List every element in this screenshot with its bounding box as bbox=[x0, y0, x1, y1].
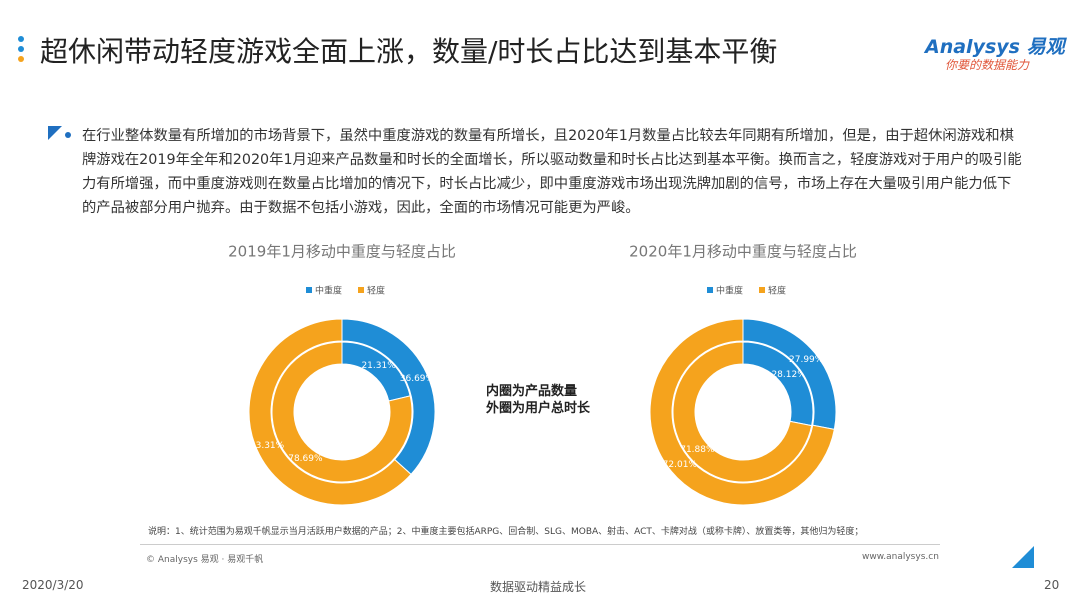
annotation: 内圈为产品数量 外圈为用户总时长 bbox=[486, 383, 590, 417]
note: 说明：1、统计范围为易观千帆显示当月活跃用户数据的产品；2、中重度主要包括ARP… bbox=[148, 527, 864, 537]
annotation-line: 外圈为用户总时长 bbox=[486, 401, 591, 416]
copyright: © Analysys 易观 · 易观千帆 bbox=[146, 555, 264, 565]
legend-label: 中重度 bbox=[716, 285, 743, 297]
donut-segment bbox=[649, 318, 835, 506]
annotation-line: 内圈为产品数量 bbox=[486, 384, 578, 399]
chart-title: 2020年1月移动中重度与轻度占比 bbox=[629, 243, 857, 261]
legend-label: 轻度 bbox=[367, 285, 385, 297]
donut-segment bbox=[672, 341, 813, 483]
legend-label: 轻度 bbox=[768, 285, 786, 297]
summary: 在行业整体数量有所增加的市场背景下，虽然中重度游戏的数量有所增长，且2020年1… bbox=[82, 128, 1022, 216]
corner-icon bbox=[1012, 546, 1034, 568]
value-label: 28.12% bbox=[771, 370, 806, 380]
value-label: 78.69% bbox=[288, 454, 323, 464]
value-label: 36.69% bbox=[400, 374, 435, 384]
bullet-dot bbox=[65, 132, 71, 138]
site: www.analysys.cn bbox=[862, 552, 939, 562]
donut-segment bbox=[248, 318, 412, 506]
bullet-icon bbox=[48, 126, 62, 140]
slogan: 你要的数据能力 bbox=[945, 58, 1030, 72]
value-label: 72.01% bbox=[663, 460, 698, 470]
chart-title: 2019年1月移动中重度与轻度占比 bbox=[228, 243, 456, 261]
title-dots bbox=[18, 36, 24, 62]
date: 2020/3/20 bbox=[22, 578, 84, 592]
value-label: 21.31% bbox=[361, 361, 396, 371]
value-label: 71.88% bbox=[680, 445, 715, 455]
legend-swatch bbox=[759, 287, 765, 293]
legend-swatch bbox=[306, 287, 312, 293]
value-label: 27.99% bbox=[789, 355, 824, 365]
page-number: 20 bbox=[1044, 578, 1060, 592]
legend-swatch bbox=[358, 287, 364, 293]
logo: Analysys 易观 bbox=[925, 36, 1065, 58]
slide-title: 超休闲带动轻度游戏全面上涨，数量/时长占比达到基本平衡 bbox=[40, 35, 778, 68]
legend-label: 中重度 bbox=[315, 285, 342, 297]
divider bbox=[140, 544, 940, 545]
motto: 数据驱动精益成长 bbox=[490, 580, 587, 594]
donut-segment bbox=[271, 341, 413, 483]
value-label: 63.31% bbox=[250, 441, 285, 451]
legend-swatch bbox=[707, 287, 713, 293]
